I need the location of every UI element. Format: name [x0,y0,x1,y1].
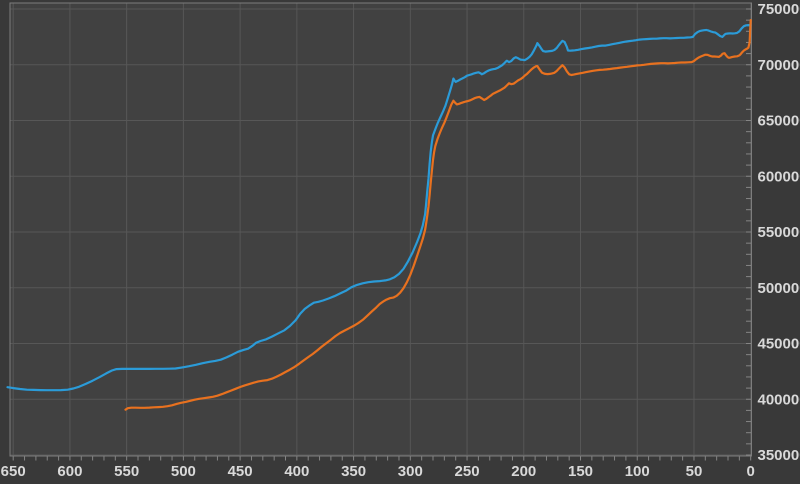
x-axis-tick-label: 650 [1,463,26,480]
x-axis-tick-label: 550 [114,463,139,480]
x-axis-tick-label: 200 [511,463,536,480]
x-axis-tick-label: 300 [398,463,423,480]
plot-area-border [9,2,752,457]
x-axis-tick-label: 150 [568,463,593,480]
x-axis-tick-label: 50 [686,463,703,480]
y-axis-tick-label: 750000 [758,1,800,18]
data-series-lines [6,19,752,411]
x-axis-tick-label: 600 [57,463,82,480]
gridlines [10,3,752,456]
x-axis-tick-label: 350 [341,463,366,480]
x-axis-tick-label: 400 [284,463,309,480]
y-axis-tick-labels: 750000 700000 650000 600000 550000 500000 4500… [758,1,800,464]
y-axis-tick-label: 500000 [758,280,800,297]
x-axis-tick-label: 250 [455,463,480,480]
y-axis-tick-label: 700000 [758,57,800,74]
y-axis-tick-label: 350000 [758,447,800,464]
x-axis-tick-label: 500 [171,463,196,480]
blue-series-line [6,24,752,392]
y-axis-tick-label: 400000 [758,391,800,408]
x-axis-tick-labels: 650 600 550 500 450 400 350 300 250 200 150 100 50 0 [1,463,755,480]
axis-minor-ticks [12,8,752,461]
y-axis-tick-label: 550000 [758,224,800,241]
x-axis-tick-label: 450 [228,463,253,480]
orange-series-line [124,19,752,411]
y-axis-tick-label: 450000 [758,336,800,353]
x-axis-tick-label: 0 [747,463,755,480]
plot-area-background [10,3,752,456]
x-axis-tick-label: 100 [625,463,650,480]
y-axis-tick-label: 650000 [758,113,800,130]
y-axis-tick-label: 600000 [758,168,800,185]
